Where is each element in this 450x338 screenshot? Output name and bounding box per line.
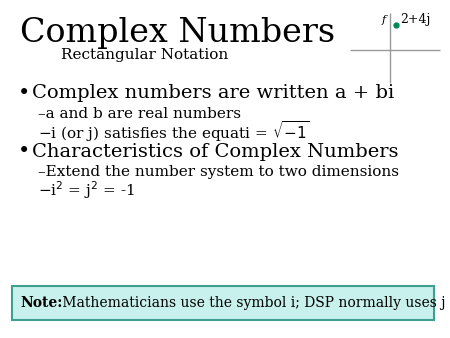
Text: •: • — [18, 83, 30, 102]
Text: $-$i$^2$ = j$^2$ = -1: $-$i$^2$ = j$^2$ = -1 — [38, 179, 135, 201]
Text: –Extend the number system to two dimensions: –Extend the number system to two dimensi… — [38, 165, 399, 179]
Text: $-$i (or j) satisfies the equati = $\sqrt{-1}$: $-$i (or j) satisfies the equati = $\sqr… — [38, 120, 310, 144]
Text: 2+4j: 2+4j — [400, 14, 430, 26]
Text: Note:: Note: — [20, 296, 63, 310]
Text: •: • — [18, 143, 30, 162]
Text: f: f — [382, 15, 386, 25]
Text: Characteristics of Complex Numbers: Characteristics of Complex Numbers — [32, 143, 399, 161]
Text: Mathematicians use the symbol i; DSP normally uses j: Mathematicians use the symbol i; DSP nor… — [58, 296, 446, 310]
Text: Complex Numbers: Complex Numbers — [20, 17, 335, 49]
Text: Rectangular Notation: Rectangular Notation — [61, 48, 229, 62]
Text: Complex numbers are written a + bi: Complex numbers are written a + bi — [32, 84, 394, 102]
FancyBboxPatch shape — [12, 286, 434, 320]
Text: –a and b are real numbers: –a and b are real numbers — [38, 107, 241, 121]
